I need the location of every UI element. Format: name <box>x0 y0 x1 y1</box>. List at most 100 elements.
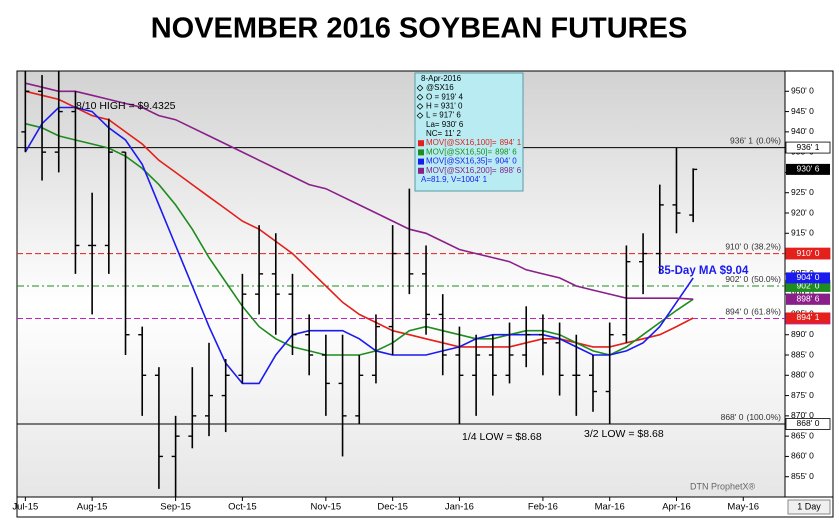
info-line: La= 930' 6 <box>426 120 464 129</box>
price-tag-label: 894' 1 <box>797 312 820 322</box>
y-tick-label: 860' 0 <box>791 451 814 461</box>
info-ma-name: MOV[@SX16,50]= <box>426 148 492 157</box>
y-tick-label: 855' 0 <box>791 471 814 481</box>
info-line: NC= 11' 2 <box>426 129 462 138</box>
x-tick-label: Aug-15 <box>77 502 108 513</box>
annotation: 1/4 LOW = $8.68 <box>462 431 542 443</box>
annotation: 8/10 HIGH = $9.4325 <box>76 100 176 112</box>
info-line: O = 919' 4 <box>426 92 463 101</box>
price-tag-label: 902' 0 <box>797 280 820 290</box>
info-ma-name: MOV[@SX16,100]= <box>426 138 497 147</box>
price-tag <box>785 247 831 260</box>
level-value: 868' 0 <box>721 412 744 422</box>
info-ma: MOV[@SX16,200]= 898' 6 <box>426 166 522 175</box>
y-tick-label: 915' 0 <box>791 228 814 238</box>
info-line: H = 931' 0 <box>426 102 463 111</box>
level-pct: (38.2%) <box>751 242 781 252</box>
info-line: L = 917' 6 <box>426 111 461 120</box>
info-footer: A=81.9, V=1004' 1 <box>421 175 488 184</box>
info-bullet <box>416 93 424 101</box>
price-tag <box>786 272 830 284</box>
y-tick-label: 945' 0 <box>791 106 814 116</box>
plot-area <box>16 70 786 498</box>
x-tick-label: Nov-15 <box>311 502 342 513</box>
info-ma-value: 894' 1 <box>500 138 522 147</box>
ma-line <box>25 82 694 300</box>
interval: 1 Day <box>797 501 821 511</box>
watermark: DTN ProphetX® <box>690 481 756 491</box>
y-tick-label: 880' 0 <box>791 370 814 380</box>
y-tick-label: 900' 0 <box>791 288 814 298</box>
x-tick-label: Oct-15 <box>228 502 257 513</box>
info-bullet <box>416 103 424 110</box>
level-label: 910' 0 (38.2%) <box>725 242 781 252</box>
info-ma: MOV[@SX16,35]= 904' 0 <box>426 157 517 166</box>
y-tick-label: 920' 0 <box>791 207 814 217</box>
time-axis <box>16 496 834 518</box>
info-bullet <box>416 112 424 119</box>
annotation: 3/2 LOW = $8.68 <box>584 428 664 440</box>
ma-line <box>25 90 694 348</box>
price-tag <box>785 141 831 154</box>
level-value: 902' 0 <box>725 274 748 284</box>
x-tick-label: Feb-16 <box>528 502 558 513</box>
x-tick-label: Jul-15 <box>12 502 38 513</box>
level-pct: (100.0%) <box>747 412 782 422</box>
info-ma-name: MOV[@SX16,200]= <box>426 166 497 175</box>
y-tick-label: 865' 0 <box>791 430 814 440</box>
info-bullet <box>416 84 424 92</box>
info-swatch <box>418 140 424 147</box>
y-tick-label: 950' 0 <box>791 86 814 96</box>
level-label: 902' 0 (50.0%) <box>725 274 781 284</box>
info-box <box>414 72 524 192</box>
info-ma-value: 898' 6 <box>495 148 517 157</box>
price-tag <box>785 418 831 430</box>
price-tag-label: 936' 1 <box>797 142 820 152</box>
price-tag-label: 904' 0 <box>797 272 820 282</box>
x-tick-label: Apr-16 <box>662 502 691 513</box>
price-tag-label: 868' 0 <box>797 418 820 428</box>
info-ma: MOV[@SX16,50]= 898' 6 <box>426 148 517 157</box>
info-swatch <box>418 149 424 156</box>
interval-box <box>787 499 831 515</box>
x-tick-label: Dec-15 <box>377 502 408 513</box>
level-label: 936' 1 (0.0%) <box>730 136 781 146</box>
x-tick-label: Sep-15 <box>160 502 191 513</box>
chart-title: NOVEMBER 2016 SOYBEAN FUTURES <box>151 13 688 45</box>
price-tag-label: 910' 0 <box>797 248 820 258</box>
price-tag <box>786 163 830 175</box>
info-ma-name: MOV[@SX16,35]= <box>426 157 492 166</box>
price-tag <box>786 312 830 324</box>
info-date: 8-Apr-2016 <box>421 74 462 83</box>
y-tick-label: 885' 0 <box>791 349 814 359</box>
info-swatch <box>418 167 424 174</box>
y-tick-label: 940' 0 <box>791 126 814 136</box>
x-tick-label: Jan-16 <box>445 502 474 513</box>
info-ma-value: 898' 6 <box>500 166 522 175</box>
y-tick-label: 875' 0 <box>791 390 814 400</box>
info-swatch <box>418 158 424 165</box>
ma-line <box>24 106 694 385</box>
x-tick-label: May-16 <box>727 502 759 513</box>
price-tag-label: 930' 6 <box>797 164 820 174</box>
info-ma: MOV[@SX16,100]= 894' 1 <box>426 138 522 147</box>
price-tag-label: 898' 6 <box>797 293 820 303</box>
level-pct: (61.8%) <box>751 307 781 317</box>
level-value: 936' 1 <box>730 136 753 146</box>
level-value: 894' 0 <box>725 307 748 317</box>
level-value: 910' 0 <box>725 242 748 252</box>
y-tick-label: 870' 0 <box>791 410 814 420</box>
annotation: 35-Day MA $9.04 <box>658 265 749 277</box>
price-tag <box>786 293 830 305</box>
level-label: 894' 0 (61.8%) <box>725 307 781 317</box>
info-line: @SX16 <box>426 83 454 92</box>
y-tick-label: 925' 0 <box>791 187 814 197</box>
x-tick-label: Mar-16 <box>595 502 625 513</box>
info-ma-value: 904' 0 <box>495 157 517 166</box>
level-pct: (50.0%) <box>751 274 781 284</box>
level-pct: (0.0%) <box>756 136 781 146</box>
y-tick-label: 890' 0 <box>791 329 814 339</box>
level-label: 868' 0 (100.0%) <box>721 412 782 422</box>
